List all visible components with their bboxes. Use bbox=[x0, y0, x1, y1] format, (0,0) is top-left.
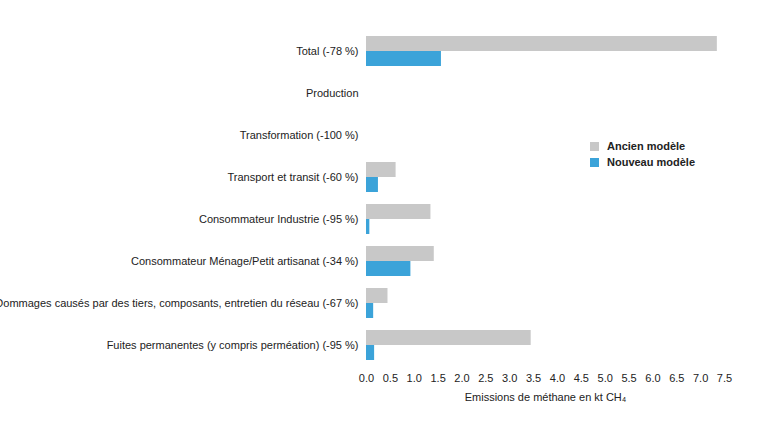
svg-text:Fuites permanentes (y compris: Fuites permanentes (y compris perméation… bbox=[107, 339, 359, 351]
svg-text:5.5: 5.5 bbox=[621, 372, 636, 384]
svg-text:4.0: 4.0 bbox=[550, 372, 565, 384]
svg-text:0.5: 0.5 bbox=[383, 372, 398, 384]
html-text:Nouveau modèle: Nouveau modèle bbox=[607, 156, 695, 168]
svg-text:Transport et transit (-60 %): Transport et transit (-60 %) bbox=[227, 171, 358, 183]
svg-text:Total (-78 %): Total (-78 %) bbox=[296, 45, 358, 57]
svg-text:4.5: 4.5 bbox=[574, 372, 589, 384]
svg-text:6.0: 6.0 bbox=[645, 372, 660, 384]
svg-text:Production: Production bbox=[306, 87, 359, 99]
svg-text:7.5: 7.5 bbox=[717, 372, 732, 384]
svg-text:Emissions de méthane en kt CH₄: Emissions de méthane en kt CH₄ bbox=[465, 391, 627, 403]
svg-text:Transformation (-100 %): Transformation (-100 %) bbox=[240, 129, 359, 141]
svg-text:Consommateur Industrie (-95 %): Consommateur Industrie (-95 %) bbox=[199, 213, 359, 225]
svg-text:Dommages causés par des tiers,: Dommages causés par des tiers, composant… bbox=[0, 297, 359, 309]
svg-text:0.0: 0.0 bbox=[359, 372, 374, 384]
svg-text:1.5: 1.5 bbox=[430, 372, 445, 384]
svg-text:7.0: 7.0 bbox=[693, 372, 708, 384]
svg-text:1.0: 1.0 bbox=[407, 372, 422, 384]
svg-text:Consommateur Ménage/Petit arti: Consommateur Ménage/Petit artisanat (-34… bbox=[131, 255, 358, 267]
svg-text:6.5: 6.5 bbox=[669, 372, 684, 384]
html-text:Ancien modèle: Ancien modèle bbox=[607, 140, 686, 152]
svg-text:2.0: 2.0 bbox=[454, 372, 469, 384]
svg-text:3.5: 3.5 bbox=[526, 372, 541, 384]
svg-text:5.0: 5.0 bbox=[598, 372, 613, 384]
svg-text:3.0: 3.0 bbox=[502, 372, 517, 384]
svg-text:2.5: 2.5 bbox=[478, 372, 493, 384]
